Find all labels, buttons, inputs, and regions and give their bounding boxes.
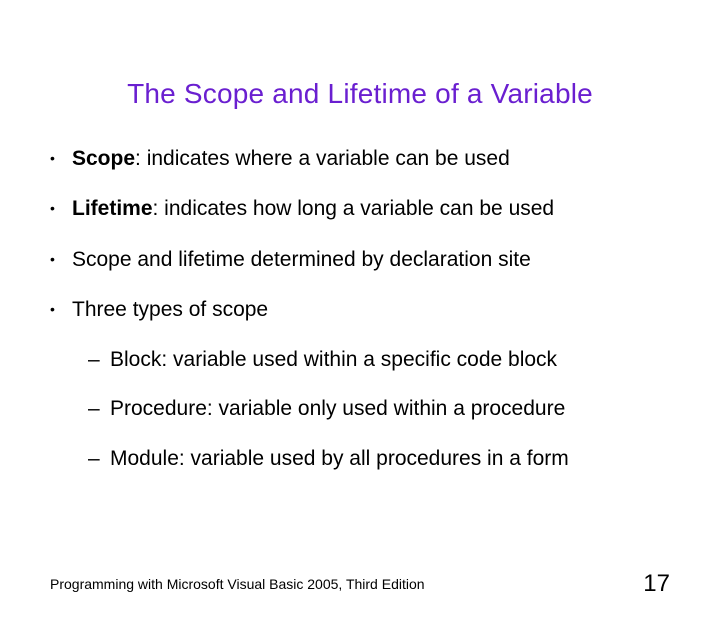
bullet-bold: Scope: [72, 147, 135, 170]
slide-content: • Scope: indicates where a variable can …: [0, 146, 720, 472]
dash-marker-icon: –: [88, 396, 100, 422]
slide-number: 17: [643, 570, 670, 598]
bullet-text: Module: variable used by all procedures …: [110, 446, 569, 472]
dash-marker-icon: –: [88, 347, 100, 373]
bullet-marker-icon: •: [50, 150, 58, 168]
bullet-text: Scope: indicates where a variable can be…: [72, 146, 510, 172]
bullet-item: • Lifetime: indicates how long a variabl…: [50, 196, 680, 222]
bullet-text: Procedure: variable only used within a p…: [110, 396, 565, 422]
bullet-marker-icon: •: [50, 200, 58, 218]
bullet-item: • Scope: indicates where a variable can …: [50, 146, 680, 172]
bullet-text: Lifetime: indicates how long a variable …: [72, 196, 554, 222]
bullet-text: Three types of scope: [72, 297, 268, 323]
bullet-rest: : indicates how long a variable can be u…: [153, 197, 555, 220]
dash-marker-icon: –: [88, 446, 100, 472]
footer-left: Programming with Microsoft Visual Basic …: [50, 576, 425, 592]
slide: The Scope and Lifetime of a Variable • S…: [0, 78, 720, 618]
bullet-marker-icon: •: [50, 251, 58, 269]
slide-title: The Scope and Lifetime of a Variable: [0, 78, 720, 110]
bullet-marker-icon: •: [50, 301, 58, 319]
sub-bullet-item: – Block: variable used within a specific…: [88, 347, 680, 373]
bullet-text: Block: variable used within a specific c…: [110, 347, 557, 373]
bullet-item: • Scope and lifetime determined by decla…: [50, 247, 680, 273]
bullet-text: Scope and lifetime determined by declara…: [72, 247, 531, 273]
bullet-item: • Three types of scope: [50, 297, 680, 323]
bullet-rest: : indicates where a variable can be used: [135, 147, 510, 170]
sub-bullet-item: – Module: variable used by all procedure…: [88, 446, 680, 472]
sub-bullet-item: – Procedure: variable only used within a…: [88, 396, 680, 422]
bullet-bold: Lifetime: [72, 197, 153, 220]
